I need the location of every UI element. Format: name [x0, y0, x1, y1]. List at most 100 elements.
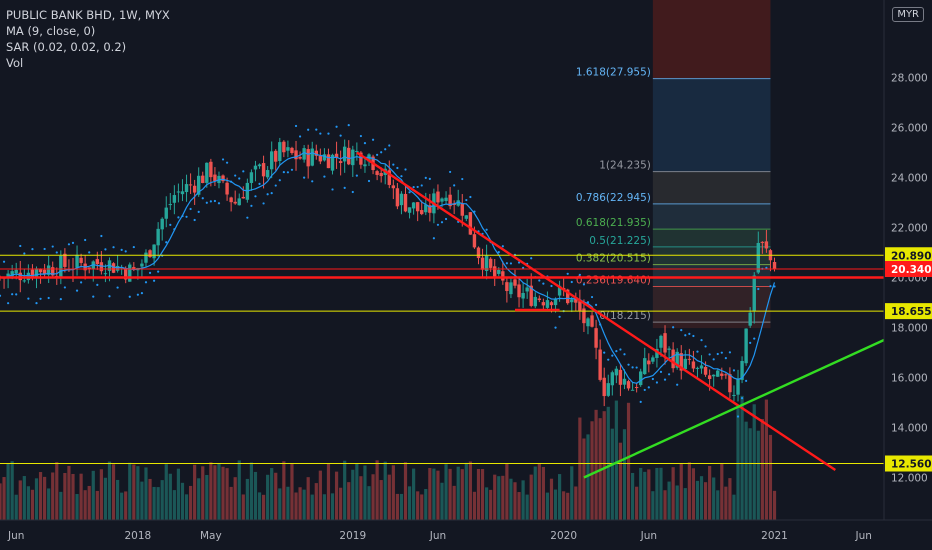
candle-body: [225, 182, 229, 195]
sar-dot: [100, 234, 103, 238]
sar-dot: [509, 262, 513, 265]
indicator-sar-label[interactable]: SAR (0.02, 0.02, 0.2): [6, 40, 127, 54]
volume-bar: [651, 491, 655, 520]
volume-bar: [237, 460, 241, 520]
sar-dot: [376, 153, 379, 156]
sar-dot: [700, 339, 703, 342]
time-tick-label: Jun: [855, 530, 872, 542]
candle-body: [699, 365, 704, 369]
candle-body: [444, 197, 448, 202]
chart-legend: PUBLIC BANK BHD, 1W, MYX MA (9, close, 0…: [6, 7, 170, 71]
candle-body: [79, 257, 83, 263]
indicator-ma-label[interactable]: MA (9, close, 0): [6, 24, 96, 38]
sar-dot: [688, 332, 691, 335]
candle-body: [261, 163, 266, 177]
time-tick-label: 2020: [550, 530, 577, 542]
volume-bar: [318, 470, 322, 520]
candle-body: [249, 172, 254, 183]
sar-dot: [136, 293, 139, 296]
candle-body: [164, 207, 168, 219]
volume-bar: [663, 490, 667, 520]
candle-body: [497, 269, 501, 274]
volume-bar: [643, 471, 647, 520]
volume-bar: [136, 466, 140, 520]
sar-dot: [728, 351, 732, 354]
candle-body: [618, 369, 623, 385]
time-axis-bg: [0, 520, 932, 550]
volume-bar: [184, 494, 189, 520]
sar-dot: [323, 175, 326, 178]
candle-body: [594, 328, 598, 348]
price-badge-label: 18.655: [891, 306, 932, 318]
symbol-title[interactable]: PUBLIC BANK BHD, 1W, MYX: [6, 8, 170, 22]
sar-dot: [607, 358, 610, 361]
sar-dot: [11, 293, 14, 296]
volume-bar: [444, 464, 448, 520]
volume-bar: [464, 462, 468, 520]
sar-dot: [444, 217, 448, 221]
sar-dot: [501, 245, 504, 248]
red-trendline: [356, 151, 837, 471]
candle-body: [42, 269, 47, 275]
volume-bar: [424, 489, 428, 520]
sar-dot: [765, 266, 768, 269]
candle-body: [671, 349, 675, 369]
candle-body: [379, 172, 383, 177]
volume-bar: [428, 468, 432, 520]
sar-dot: [221, 158, 225, 161]
volume-bar: [10, 461, 14, 520]
volume-bar: [0, 483, 2, 520]
time-tick-label: May: [200, 530, 222, 542]
sar-dot: [327, 132, 330, 135]
volume-bar: [314, 483, 318, 520]
sar-dot: [404, 168, 407, 171]
price-tick-label: 14.000: [891, 423, 928, 435]
candle-body: [659, 335, 663, 348]
volume-bar: [387, 474, 391, 520]
sar-dot: [282, 171, 285, 174]
candle-body: [387, 170, 391, 185]
sar-dot: [676, 383, 679, 386]
sar-dot: [120, 248, 123, 251]
volume-bar: [448, 468, 452, 520]
price-axis[interactable]: 10.00012.00014.00016.00018.00020.00022.0…: [883, 0, 932, 550]
volume-bar: [2, 477, 6, 520]
volume-bar: [306, 477, 310, 520]
drawings[interactable]: [0, 151, 885, 479]
candle-body: [582, 308, 586, 324]
volume-bar: [71, 473, 75, 520]
volume-bar: [261, 494, 266, 520]
volume-bar: [180, 482, 185, 520]
candle-body: [286, 147, 290, 151]
candle-body: [355, 150, 359, 152]
time-axis[interactable]: Jun 2018 May 2019 Jun 2020 Jun 2021 Jun: [0, 519, 932, 550]
candle-body: [363, 164, 367, 167]
sar-dot: [0, 294, 2, 297]
volume-bar: [172, 490, 176, 520]
candle-body: [30, 269, 35, 278]
sar-dot: [749, 341, 752, 344]
sar-dot: [615, 350, 618, 353]
fib-level-label: 1(24.235): [599, 160, 651, 172]
volume-bar: [590, 421, 594, 520]
volume-bar: [343, 460, 347, 520]
sar-dot: [319, 132, 322, 135]
sar-dot: [388, 144, 391, 147]
indicator-vol-label[interactable]: Vol: [6, 56, 24, 70]
sar-dot: [570, 280, 573, 284]
price-tick-label: 26.000: [891, 123, 928, 135]
candle-body: [221, 175, 225, 182]
volume-bar: [509, 478, 513, 520]
price-badge: [885, 261, 932, 277]
sar-dot: [396, 166, 399, 170]
currency-badge[interactable]: MYR: [892, 7, 924, 22]
sar-dot: [108, 295, 111, 298]
volume-bar: [493, 474, 497, 520]
sar-dot: [303, 176, 306, 179]
sar-dot: [197, 210, 200, 213]
volume-bar: [505, 463, 509, 520]
candle-body: [192, 185, 197, 193]
candle-body: [570, 299, 574, 303]
candle-body: [38, 269, 43, 273]
